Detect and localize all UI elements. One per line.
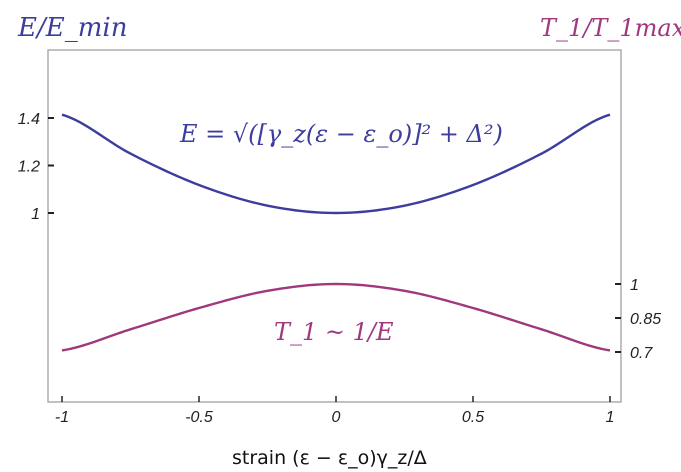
x-axis-title: strain (ε − ε_o)γ_z/Δ xyxy=(232,447,427,469)
t1-curve xyxy=(61,282,611,352)
x-tick-label: 0.5 xyxy=(462,409,484,426)
right-axis-title: T_1/T_1max xyxy=(540,14,681,42)
energy-formula: E = √([γ_z(ε − ε_o)]² + Δ²) xyxy=(179,120,503,148)
energy-curve xyxy=(61,113,611,215)
right-tick-label: 0.85 xyxy=(630,311,661,328)
left-tick-label: 1.2 xyxy=(18,159,40,176)
right-tick-label: 1 xyxy=(630,277,639,294)
left-tick-label: 1 xyxy=(31,206,40,223)
plot-frame xyxy=(47,49,622,403)
right-axis-ticks: 1 0.85 0.7 xyxy=(615,277,661,362)
left-axis-ticks: 1.4 1.2 1 xyxy=(18,111,54,223)
x-tick-label: 1 xyxy=(606,409,615,426)
left-tick-label: 1.4 xyxy=(18,111,40,128)
left-axis-title: E/E_min xyxy=(17,13,127,43)
x-tick-label: -1 xyxy=(55,409,69,426)
t1-formula: T_1 ~ 1/E xyxy=(274,318,394,346)
x-tick-label: 0 xyxy=(332,409,341,426)
x-axis-ticks: -1 -0.5 0 0.5 1 xyxy=(55,396,615,426)
x-tick-label: -0.5 xyxy=(185,409,213,426)
right-tick-label: 0.7 xyxy=(630,345,653,362)
